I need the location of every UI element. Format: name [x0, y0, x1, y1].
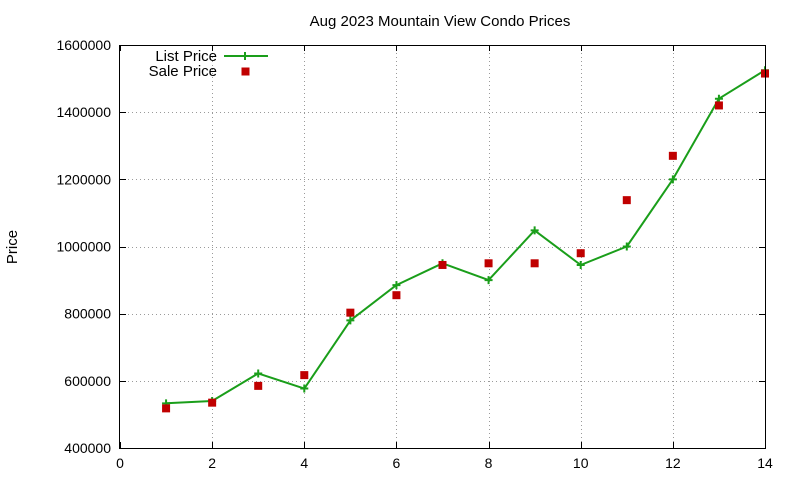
- sale-price-point: [392, 291, 401, 300]
- legend-marker-list-price: [241, 52, 249, 60]
- sale-price-point: [438, 260, 447, 269]
- sale-price-point: [622, 196, 631, 205]
- list-price-point: [668, 175, 677, 184]
- y-tick-label: 600000: [64, 373, 111, 389]
- legend-label-list-price: List Price: [155, 48, 217, 65]
- sale-price-point: [254, 381, 263, 390]
- sale-price-point: [576, 249, 585, 258]
- legend: List Price Sale Price: [149, 48, 268, 80]
- chart-title: Aug 2023 Mountain View Condo Prices: [310, 13, 571, 30]
- label-layer: 0 2 4 6 8 10 12 14 400000 600000 800000 1000000 1200…: [56, 37, 773, 471]
- y-tick-label: 800000: [64, 306, 111, 322]
- x-tick-label: 14: [757, 455, 773, 471]
- sale-price-point: [714, 101, 723, 110]
- sale-price-point: [346, 308, 355, 317]
- sale-price-point: [208, 398, 217, 407]
- sale-price-point: [530, 259, 539, 268]
- sale-price-point: [300, 371, 309, 380]
- tick-layer: [120, 45, 766, 449]
- list-price-point: [484, 276, 493, 285]
- list-price-point: [300, 384, 309, 393]
- grid-layer: [120, 45, 765, 448]
- legend-label-sale-price: Sale Price: [149, 63, 217, 80]
- x-tick-label: 0: [116, 455, 124, 471]
- sale-price-point: [668, 151, 677, 160]
- x-tick-label: 12: [665, 455, 681, 471]
- y-axis-label: Price: [4, 230, 21, 264]
- y-tick-label: 1200000: [56, 171, 111, 187]
- list-price-point: [622, 242, 631, 251]
- list-price-point: [714, 94, 723, 103]
- y-tick-label: 1000000: [56, 239, 111, 255]
- y-tick-label: 1400000: [56, 104, 111, 120]
- list-price-point: [392, 281, 401, 290]
- sale-price-point: [484, 259, 493, 268]
- x-tick-label: 6: [393, 455, 401, 471]
- series-layer: [162, 66, 769, 413]
- sale-price-point: [162, 404, 171, 413]
- list-price-point: [576, 260, 585, 269]
- x-tick-label: 10: [573, 455, 589, 471]
- y-tick-label: 1600000: [56, 37, 111, 53]
- list-price-line: [166, 69, 766, 405]
- x-tick-label: 4: [300, 455, 308, 471]
- plot-frame: [119, 45, 766, 449]
- x-tick-label: 2: [208, 455, 216, 471]
- legend-marker-sale-price: [241, 67, 250, 76]
- x-tick-label: 8: [485, 455, 493, 471]
- list-price-point: [346, 316, 355, 325]
- list-price-point: [530, 226, 539, 235]
- list-price-point: [254, 369, 263, 378]
- y-tick-label: 400000: [64, 440, 111, 456]
